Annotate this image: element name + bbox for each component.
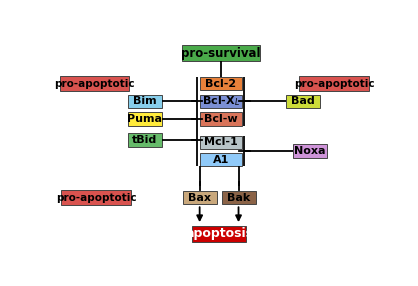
Text: Puma: Puma bbox=[127, 114, 162, 124]
Text: Mcl-1: Mcl-1 bbox=[204, 137, 237, 147]
FancyBboxPatch shape bbox=[182, 45, 260, 61]
FancyBboxPatch shape bbox=[127, 95, 162, 108]
Text: Bcl-w: Bcl-w bbox=[204, 114, 237, 124]
Text: pro-apoptotic: pro-apoptotic bbox=[54, 79, 135, 89]
Text: A1: A1 bbox=[212, 155, 229, 165]
FancyBboxPatch shape bbox=[200, 95, 242, 108]
FancyBboxPatch shape bbox=[61, 190, 131, 205]
Text: Bcl-X$_{L}$: Bcl-X$_{L}$ bbox=[201, 95, 240, 108]
Text: pro-survival: pro-survival bbox=[181, 47, 260, 59]
FancyBboxPatch shape bbox=[127, 133, 162, 147]
FancyBboxPatch shape bbox=[299, 76, 369, 91]
FancyBboxPatch shape bbox=[200, 136, 242, 149]
FancyBboxPatch shape bbox=[127, 112, 162, 126]
Text: Bak: Bak bbox=[227, 193, 250, 203]
Text: apoptosis: apoptosis bbox=[185, 227, 253, 240]
FancyBboxPatch shape bbox=[192, 226, 246, 242]
FancyBboxPatch shape bbox=[293, 144, 327, 158]
Text: Bad: Bad bbox=[291, 96, 315, 106]
FancyBboxPatch shape bbox=[200, 112, 242, 126]
Text: Bcl-2: Bcl-2 bbox=[205, 79, 236, 89]
Text: Bim: Bim bbox=[133, 96, 156, 106]
Text: pro-apoptotic: pro-apoptotic bbox=[56, 193, 136, 203]
FancyBboxPatch shape bbox=[59, 76, 129, 91]
Text: Noxa: Noxa bbox=[294, 146, 326, 156]
Text: Bax: Bax bbox=[188, 193, 211, 203]
FancyBboxPatch shape bbox=[200, 153, 242, 166]
Text: pro-apoptotic: pro-apoptotic bbox=[294, 79, 375, 89]
FancyBboxPatch shape bbox=[286, 95, 320, 108]
FancyBboxPatch shape bbox=[200, 77, 242, 90]
FancyBboxPatch shape bbox=[183, 191, 217, 204]
Text: tBid: tBid bbox=[132, 135, 157, 145]
FancyBboxPatch shape bbox=[222, 191, 255, 204]
